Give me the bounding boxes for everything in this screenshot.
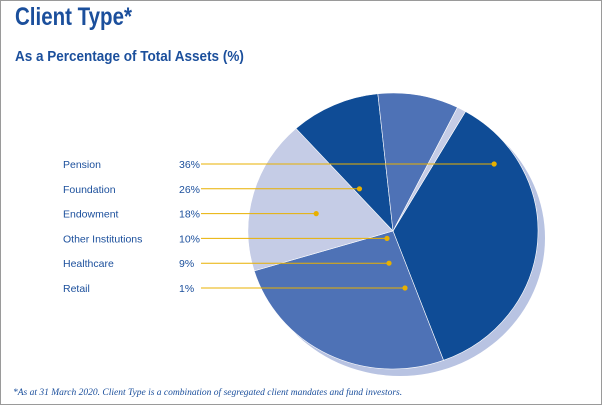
leader-lines [201, 161, 497, 291]
legend-label-other-institutions: Other Institutions [63, 233, 142, 245]
leader-dot-healthcare [386, 260, 392, 266]
legend-label-retail: Retail [63, 283, 90, 295]
page-title: Client Type* [15, 3, 132, 31]
footnote: *As at 31 March 2020. Client Type is a c… [13, 388, 403, 398]
leader-dot-endowment [313, 211, 319, 217]
value-label-healthcare: 9% [179, 258, 194, 270]
value-label-retail: 1% [179, 283, 194, 295]
value-label-pension: 36% [179, 159, 200, 171]
legend-labels: Pension 36% Foundation 26% Endowment 18% Other… [63, 159, 200, 295]
pie-slice-retail [392, 106, 466, 232]
pie-slice-other-institutions [295, 93, 394, 232]
leader-dot-pension [491, 161, 497, 167]
pie-slice-foundation [253, 230, 444, 370]
legend-label-foundation: Foundation [63, 184, 116, 196]
chart-subtitle: As a Percentage of Total Assets (%) [15, 48, 244, 65]
pie-slice-pension [392, 111, 539, 361]
legend-label-endowment: Endowment [63, 209, 119, 221]
leader-dot-other-institutions [384, 235, 390, 241]
pie-slices [247, 92, 539, 370]
value-label-endowment: 18% [179, 209, 200, 221]
pie-slice-healthcare [377, 92, 458, 233]
value-label-foundation: 26% [179, 184, 200, 196]
leader-dot-retail [402, 285, 408, 291]
value-label-other-institutions: 10% [179, 233, 200, 245]
leader-dot-foundation [356, 186, 363, 192]
legend-label-pension: Pension [63, 159, 101, 171]
legend-label-healthcare: Healthcare [63, 258, 114, 270]
